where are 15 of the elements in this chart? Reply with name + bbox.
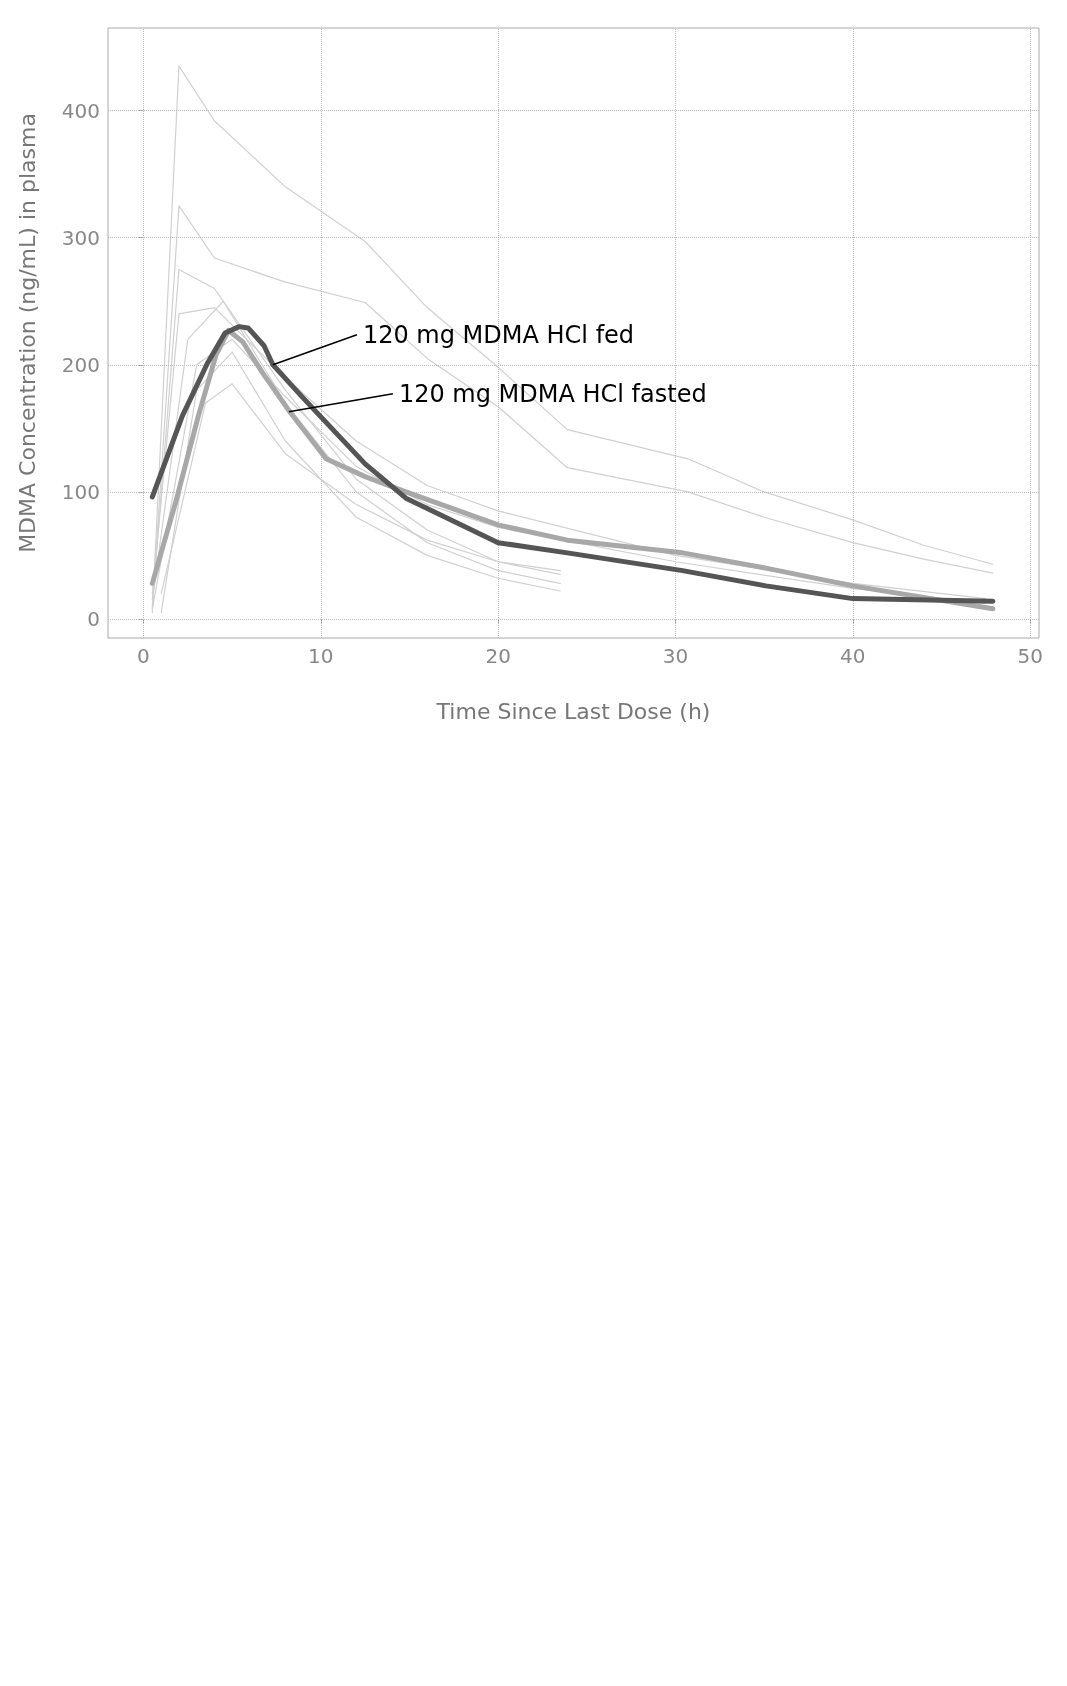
annotation: 120 mg MDMA HCl fed [362,320,635,349]
x-tick-label: 0 [137,644,150,668]
y-tick-label: 400 [61,98,100,123]
x-axis-title: Time Since Last Dose (h) [435,698,711,724]
y-tick-label: 0 [87,606,100,631]
x-tick-label: 40 [840,644,866,668]
x-tick-label: 20 [485,644,511,668]
y-tick-label: 300 [61,225,100,250]
y-axis-title: MDMA Concentration (ng/mL) in plasma [14,113,40,553]
annotation: 120 mg MDMA HCl fasted [398,379,707,408]
y-tick-label: 200 [61,352,100,377]
x-tick-label: 50 [1017,644,1043,668]
x-tick-label: 10 [308,644,334,668]
x-tick-label: 30 [662,644,689,668]
y-tick-label: 100 [61,479,100,504]
